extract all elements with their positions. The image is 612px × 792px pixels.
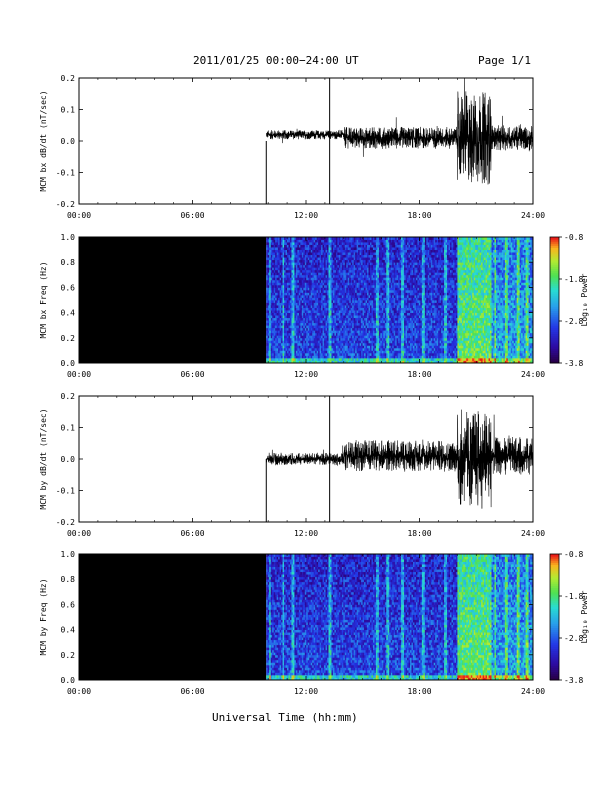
by-ts-ytick-2: 0.0 (61, 455, 76, 464)
by-spec-no-data-region (79, 554, 267, 680)
bx-ts-panel: 00:00 06:00 12:00 18:00 24:00 -0.2 -0.1 0.0 0.1 0… (39, 74, 545, 220)
by-spec-panel: -0.8 -1.8 -2.8 -3.8 Log₁₀ Power 00:00 06:00 12:… (39, 550, 589, 696)
by-ts-ytick-1: -0.1 (56, 487, 75, 496)
bx-spec-ylabel: MCM bx Freq (Hz) (39, 261, 48, 338)
bx-ts-ytick-4: 0.2 (61, 74, 76, 83)
by-spec-ytick-2: 0.4 (61, 626, 76, 635)
by-spec-ytick-0: 0.0 (61, 676, 76, 685)
by-spec-colorbar-tick-1: -1.8 (564, 592, 583, 601)
bx-spec-xtick-4: 24:00 (521, 370, 545, 379)
by-spec-colorbar-tick-3: -3.8 (564, 676, 583, 685)
bx-spec-colorbar: -0.8 -1.8 -2.8 -3.8 Log₁₀ Power (549, 233, 589, 368)
bx-spec-colorbar-tick-2: -2.8 (564, 317, 583, 326)
bx-spec-colorbar-tick-1: -1.8 (564, 275, 583, 284)
bx-spec-colorbar-label: Log₁₀ Power (580, 273, 589, 326)
bx-ts-xtick-0: 00:00 (67, 211, 91, 220)
bx-spec-panel: -0.8 -1.8 -2.8 -3.8 Log₁₀ Power 00:00 06:00 12:… (39, 233, 589, 379)
by-spec-ytick-1: 0.2 (61, 651, 76, 660)
by-ts-xtick-0: 00:00 (67, 529, 91, 538)
bx-spec-xtick-3: 18:00 (407, 370, 431, 379)
bx-ts-xtick-1: 06:00 (180, 211, 204, 220)
bx-ts-xtick-2: 12:00 (294, 211, 318, 220)
by-ts-ytick-0: -0.2 (56, 518, 75, 527)
by-spec-xtick-4: 24:00 (521, 687, 545, 696)
by-spec-xtick-2: 12:00 (294, 687, 318, 696)
bx-ts-series-line (265, 78, 533, 185)
bx-ts-ylabel: MCM bx dB/dt (nT/sec) (39, 90, 48, 191)
bx-spec-ytick-4: 0.8 (61, 258, 76, 267)
by-ts-ylabel: MCM by dB/dt (nT/sec) (39, 408, 48, 509)
bx-spec-cells (79, 237, 533, 363)
by-spec-ytick-5: 1.0 (61, 550, 76, 559)
bx-spec-ytick-1: 0.2 (61, 334, 76, 343)
page-title: 2011/01/25 00:00−24:00 UT (193, 54, 359, 67)
bx-spec-xtick-0: 00:00 (67, 370, 91, 379)
by-spec-colorbar-label: Log₁₀ Power (580, 590, 589, 643)
by-spec-xtick-3: 18:00 (407, 687, 431, 696)
bx-spec-ytick-3: 0.6 (61, 283, 76, 292)
by-spec-xtick-1: 06:00 (180, 687, 204, 696)
by-spec-ylabel: MCM by Freq (Hz) (39, 578, 48, 655)
by-ts-xtick-2: 12:00 (294, 529, 318, 538)
page-number: Page 1/1 (478, 54, 531, 67)
by-ts-ytick-3: 0.1 (61, 424, 76, 433)
by-spec-ytick-3: 0.6 (61, 600, 76, 609)
bx-spec-xtick-1: 06:00 (180, 370, 204, 379)
bx-ts-ytick-3: 0.1 (61, 106, 76, 115)
by-ts-panel: 00:00 06:00 12:00 18:00 24:00 -0.2 -0.1 0.0 0.1 0… (39, 392, 545, 538)
by-ts-xtick-1: 06:00 (180, 529, 204, 538)
by-spec-colorbar-tick-0: -0.8 (564, 550, 583, 559)
bx-spec-colorbar-tick-3: -3.8 (564, 359, 583, 368)
by-ts-ytick-4: 0.2 (61, 392, 76, 401)
by-spec-ytick-4: 0.8 (61, 575, 76, 584)
bx-ts-ytick-2: 0.0 (61, 137, 76, 146)
by-spec-xtick-0: 00:00 (67, 687, 91, 696)
by-ts-xtick-3: 18:00 (407, 529, 431, 538)
bx-ts-xtick-4: 24:00 (521, 211, 545, 220)
by-spec-colorbar: -0.8 -1.8 -2.8 -3.8 Log₁₀ Power (549, 550, 589, 685)
bx-ts-ytick-0: -0.2 (56, 200, 75, 209)
bx-ts-ytick-1: -0.1 (56, 169, 75, 178)
bx-spec-ytick-0: 0.0 (61, 359, 76, 368)
bx-spec-colorbar-tick-0: -0.8 (564, 233, 583, 242)
by-spec-cells (79, 554, 533, 680)
bx-spec-no-data-region (79, 237, 267, 363)
bx-spec-ytick-2: 0.4 (61, 309, 76, 318)
by-ts-series-line (265, 409, 533, 509)
x-axis-label: Universal Time (hh:mm) (212, 711, 358, 724)
bx-ts-xtick-3: 18:00 (407, 211, 431, 220)
by-spec-colorbar-tick-2: -2.8 (564, 634, 583, 643)
bx-spec-xtick-2: 12:00 (294, 370, 318, 379)
by-ts-xtick-4: 24:00 (521, 529, 545, 538)
bx-spec-ytick-5: 1.0 (61, 233, 76, 242)
